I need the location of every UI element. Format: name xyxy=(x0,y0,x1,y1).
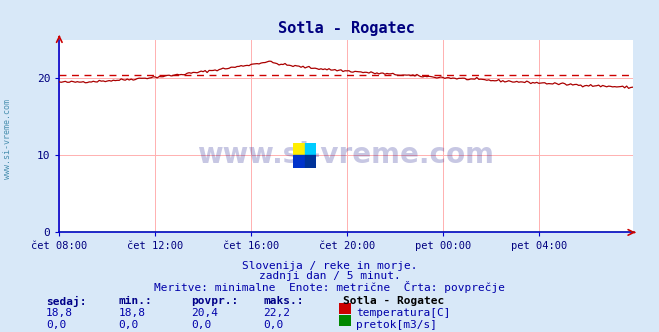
Text: temperatura[C]: temperatura[C] xyxy=(356,308,450,318)
Title: Sotla - Rogatec: Sotla - Rogatec xyxy=(277,21,415,36)
Bar xyxy=(293,155,304,168)
Text: 18,8: 18,8 xyxy=(119,308,146,318)
Text: Meritve: minimalne  Enote: metrične  Črta: povprečje: Meritve: minimalne Enote: metrične Črta:… xyxy=(154,281,505,292)
Text: 0,0: 0,0 xyxy=(119,320,139,330)
Text: pretok[m3/s]: pretok[m3/s] xyxy=(356,320,437,330)
Text: www.si-vreme.com: www.si-vreme.com xyxy=(3,100,13,179)
Text: Slovenija / reke in morje.: Slovenija / reke in morje. xyxy=(242,261,417,271)
Text: maks.:: maks.: xyxy=(264,296,304,306)
Text: 0,0: 0,0 xyxy=(191,320,212,330)
Bar xyxy=(304,155,316,168)
Text: min.:: min.: xyxy=(119,296,152,306)
Text: 18,8: 18,8 xyxy=(46,308,73,318)
Text: sedaj:: sedaj: xyxy=(46,296,86,307)
Text: 20,4: 20,4 xyxy=(191,308,218,318)
Text: 22,2: 22,2 xyxy=(264,308,291,318)
Text: povpr.:: povpr.: xyxy=(191,296,239,306)
Bar xyxy=(304,143,316,155)
Bar xyxy=(293,143,304,155)
Text: zadnji dan / 5 minut.: zadnji dan / 5 minut. xyxy=(258,271,401,281)
Text: 0,0: 0,0 xyxy=(46,320,67,330)
Text: 0,0: 0,0 xyxy=(264,320,284,330)
Text: www.si-vreme.com: www.si-vreme.com xyxy=(198,141,494,169)
Text: Sotla - Rogatec: Sotla - Rogatec xyxy=(343,296,444,306)
